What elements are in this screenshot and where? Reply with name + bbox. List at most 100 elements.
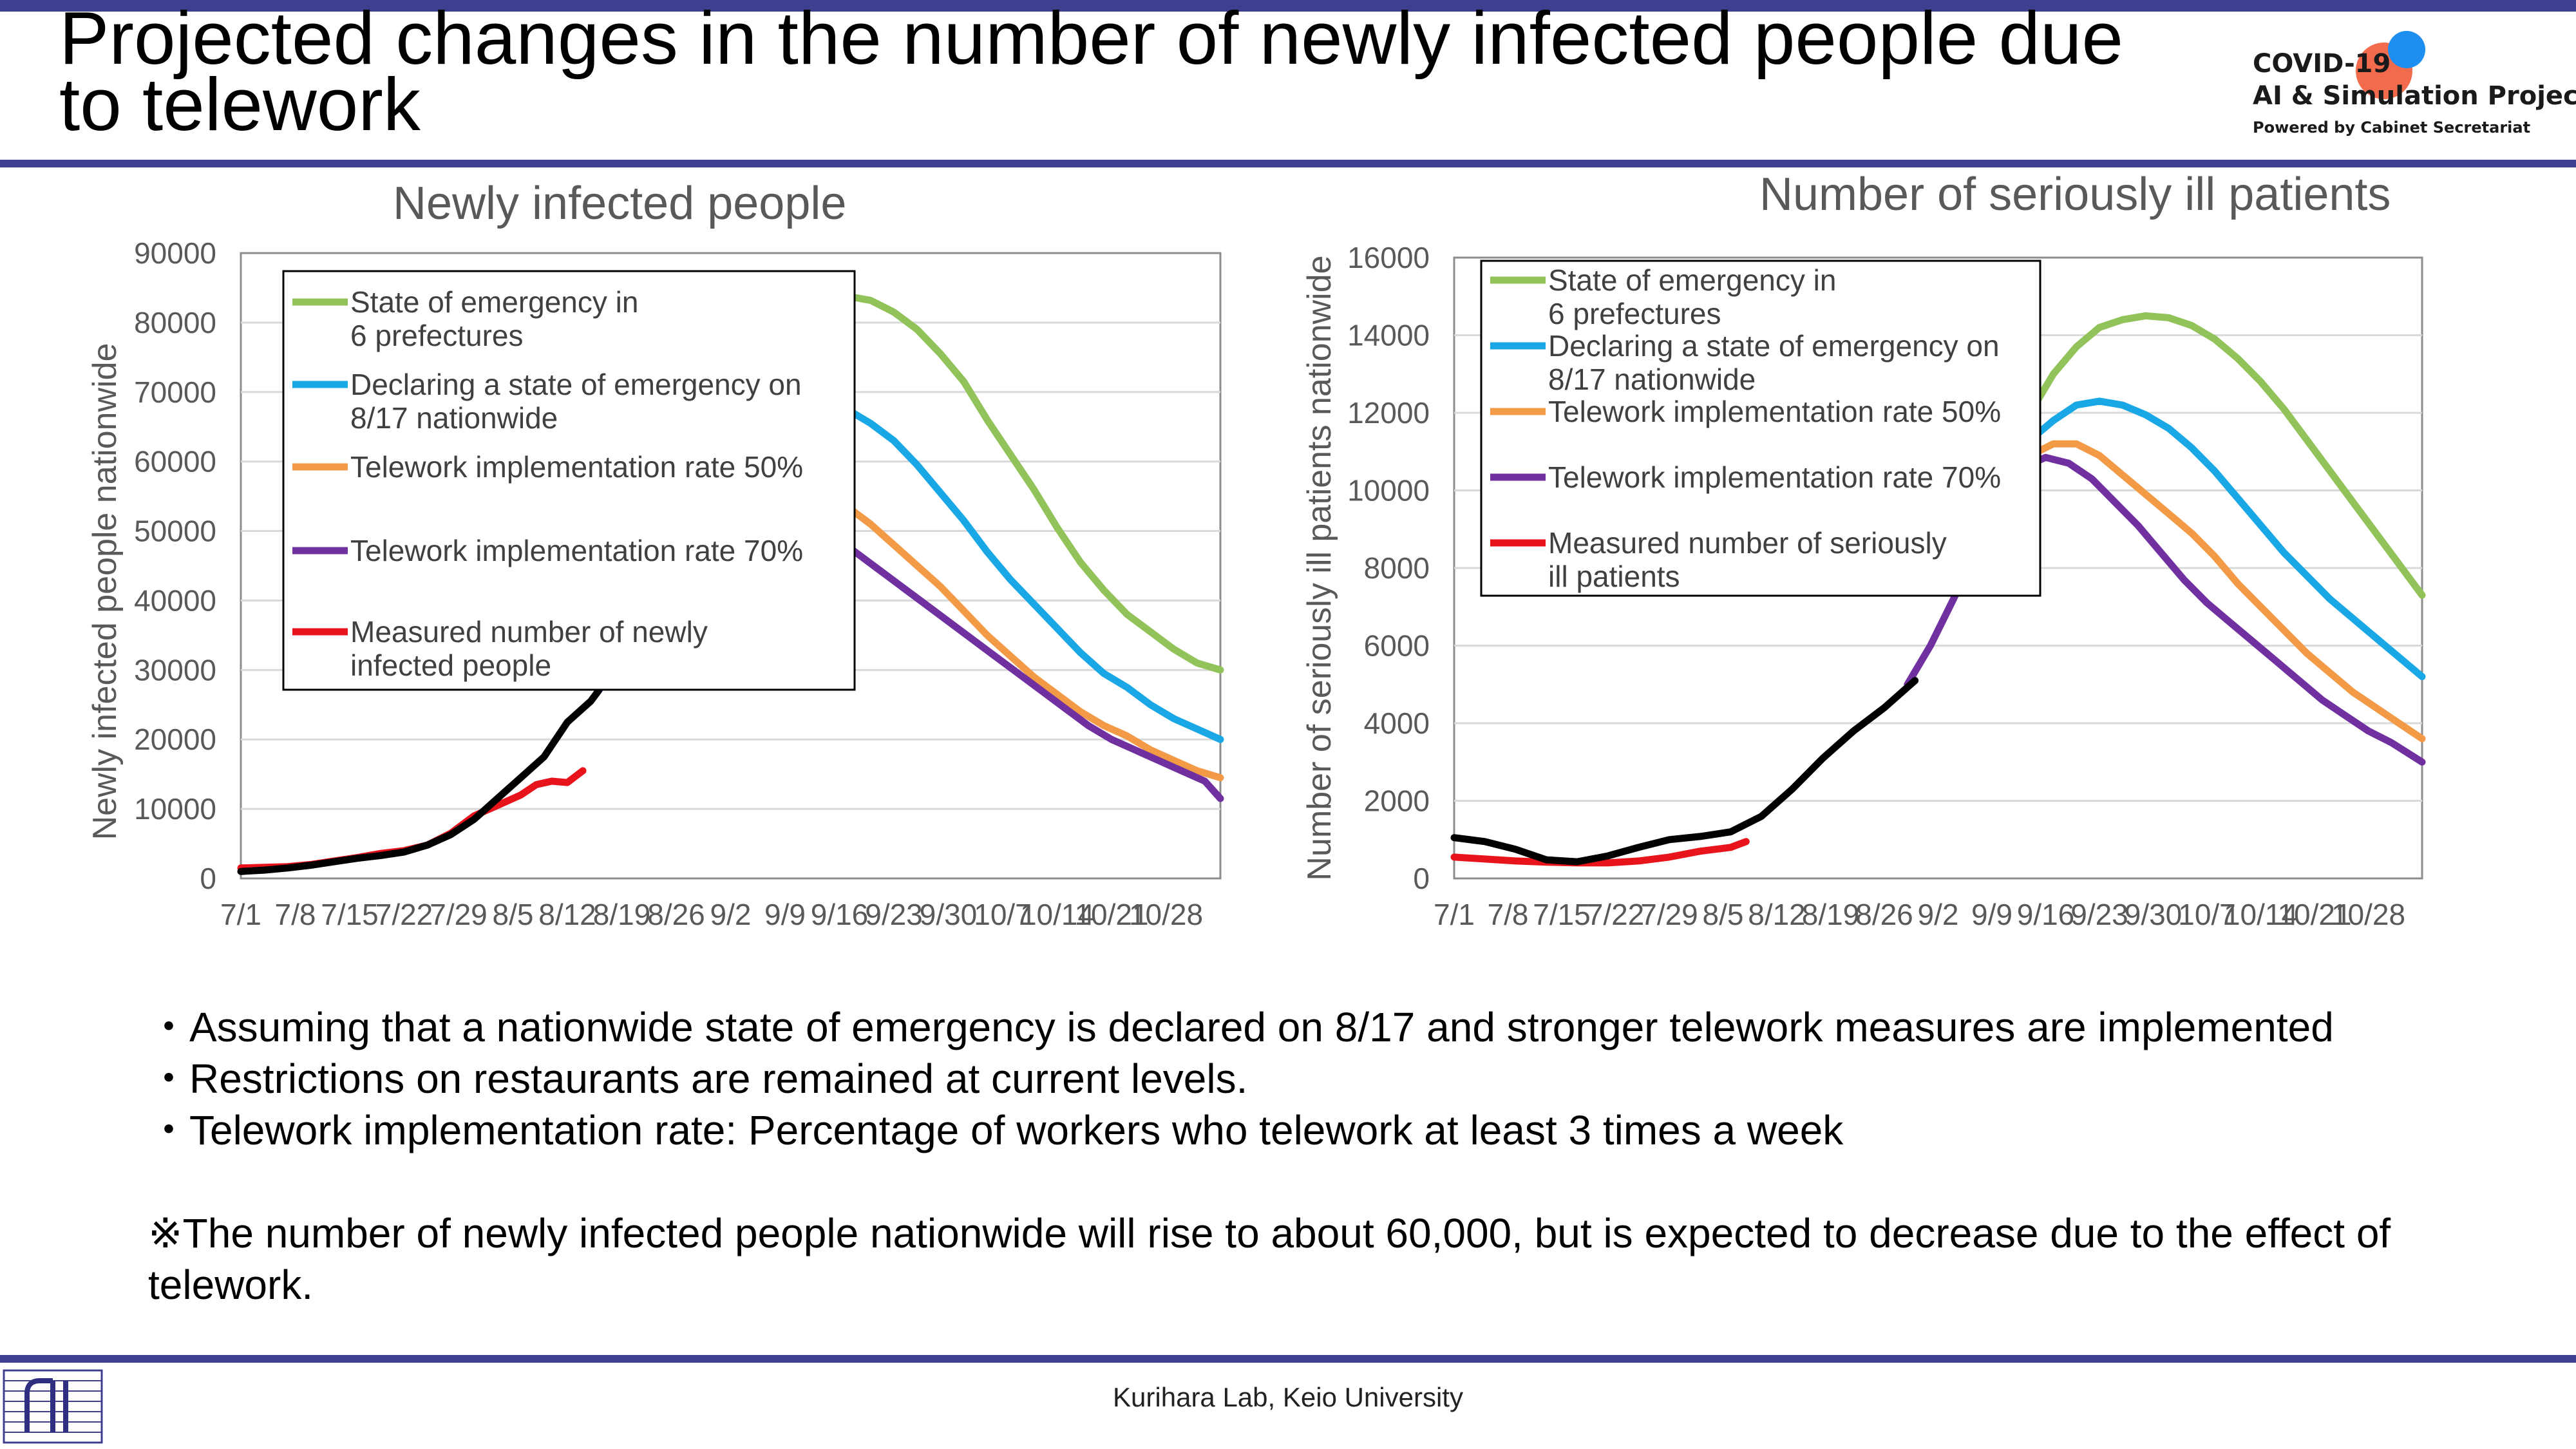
x-tick-label: 7/29 [430,898,488,931]
x-tick-label: 7/1 [1434,898,1475,931]
legend-entry: Telework implementation rate 70% [350,534,803,567]
lab-logo-icon [3,1369,103,1444]
series-line [820,399,1224,743]
x-tick-label: 7/29 [1640,898,1698,931]
legend: State of emergency in 6 prefecturesDeclar… [1480,260,2041,597]
y-tick-label: 0 [1413,862,1430,895]
x-tick-label: 9/9 [1971,898,2012,931]
project-logo: COVID-19 AI & Simulation Project Powered… [2248,24,2576,147]
x-tick-label: 8/12 [538,898,596,931]
logo-line-3: Powered by Cabinet Secretariat [2253,118,2531,137]
chart-svg-right: 0 2000 4000 6000 8000 10000 12000 14000 16000 7/1… [1301,241,2426,931]
y-tick-label: 70000 [134,375,216,409]
y-tick-label: 90000 [134,236,216,270]
x-tick-label: 8/5 [493,898,534,931]
x-tick-label: 8/26 [647,898,705,931]
x-tick-label: 10/7 [2178,898,2236,931]
series-line [820,292,1224,674]
y-tick-label: 40000 [134,583,216,617]
legend-entry: Telework implementation rate 50% [1548,395,2001,428]
series-line [2027,312,2426,599]
legend-entry: Measured number of seriously ill patients [1548,526,1947,593]
y-axis-label: Number of seriously ill patients nationw… [1301,255,1338,880]
x-tick-label: 9/30 [2125,898,2183,931]
x-tick-label: 9/23 [865,898,923,931]
x-tick-label: 7/8 [1488,898,1529,931]
y-tick-label: 6000 [1364,629,1430,663]
chart-svg-left: 0 10000 20000 30000 40000 50000 60000 70000 8000… [86,236,1224,931]
x-tick-label: 7/15 [321,898,379,931]
x-tick-label: 7/1 [220,898,261,931]
x-tick-label: 7/15 [1533,898,1591,931]
y-tick-label: 30000 [134,653,216,687]
legend-box [282,270,856,691]
y-tick-label: 50000 [134,515,216,548]
footer-credit: Kurihara Lab, Keio University [1113,1382,1463,1412]
bullet-2: ・Restrictions on restaurants are remaine… [148,1056,1248,1102]
legend-entry: Declaring a state of emergency on 8/17 na… [1548,329,2000,396]
x-tick-label: 9/2 [710,898,752,931]
y-tick-label: 8000 [1364,551,1430,585]
y-tick-label: 14000 [1347,319,1430,352]
series-line [1450,677,1919,866]
legend-entry: State of emergency in 6 prefectures [1548,263,1836,330]
x-tick-label: 10/28 [1129,898,1203,931]
x-tick-label: 10/7 [974,898,1032,931]
x-tick-label: 7/22 [375,898,433,931]
y-tick-label: 60000 [134,445,216,478]
logo-line-1: COVID-19 [2253,49,2391,79]
y-tick-label: 80000 [134,306,216,339]
legend-entry: State of emergency in 6 prefectures [350,285,638,352]
legend-entry: Telework implementation rate 50% [350,450,803,484]
y-tick-label: 10000 [1347,474,1430,507]
series-line [2027,397,2426,681]
chart-newly-infected: Newly infected people 0 10000 20000 30000 40… [0,164,1275,1001]
y-tick-label: 16000 [1347,241,1430,274]
x-tick-label: 10/14 [2224,898,2298,931]
legend-entry: Declaring a state of emergency on 8/17 na… [350,368,802,435]
footer-rule [0,1355,2576,1363]
x-tick-label: 10/21 [2277,898,2351,931]
x-tick-label: 9/2 [1918,898,1959,931]
y-tick-label: 2000 [1364,784,1430,818]
legend-box [1480,260,2041,597]
legend: State of emergency in 6 prefectures Declar… [282,270,856,691]
legend-entry: Measured number of newly infected people [350,615,708,682]
x-tick-label: 9/16 [2017,898,2075,931]
series-line [2027,440,2426,743]
series-line [1450,838,1750,867]
x-tick-label: 10/14 [1020,898,1094,931]
x-tick-label: 9/23 [2070,898,2128,931]
x-tick-label: 9/16 [811,898,869,931]
y-tick-label: 20000 [134,723,216,756]
x-tick-label: 8/12 [1748,898,1806,931]
chart-seriously-ill: Number of seriously ill patients 0 2000 40… [1275,164,2576,1001]
bullet-notes: ・Assuming that a nationwide state of eme… [148,1001,2531,1156]
x-tick-label: 9/30 [920,898,978,931]
y-tick-label: 0 [200,862,216,895]
y-tick-label: 12000 [1347,396,1430,430]
y-tick-label: 4000 [1364,706,1430,740]
x-tick-label: 7/8 [275,898,316,931]
x-tick-label: 8/5 [1703,898,1744,931]
x-tick-label: 10/28 [2331,898,2405,931]
x-tick-label: 8/19 [1802,898,1860,931]
top-rule [0,0,2576,12]
logo-blue-dot [2388,31,2425,68]
footnote: ※The number of newly infected people nat… [148,1210,2391,1308]
x-tick-label: 8/19 [593,898,651,931]
chart-title: Number of seriously ill patients [1759,169,2391,220]
bullet-1: ・Assuming that a nationwide state of eme… [148,1004,2334,1050]
chart-title: Newly infected people [393,178,847,229]
x-tick-label: 9/9 [764,898,806,931]
logo-line-2: AI & Simulation Project [2253,81,2576,111]
series-line [820,486,1224,782]
x-tick-label: 10/21 [1074,898,1148,931]
series-line [237,687,602,875]
y-tick-label: 10000 [134,792,216,826]
legend-entry: Telework implementation rate 70% [1548,460,2001,494]
bullet-3: ・Telework implementation rate: Percentag… [148,1107,1844,1153]
y-axis-label: Newly infected people nationwide [86,343,124,840]
title-underline [0,160,2576,167]
slide-title: Projected changes in the number of newly… [59,0,2124,146]
